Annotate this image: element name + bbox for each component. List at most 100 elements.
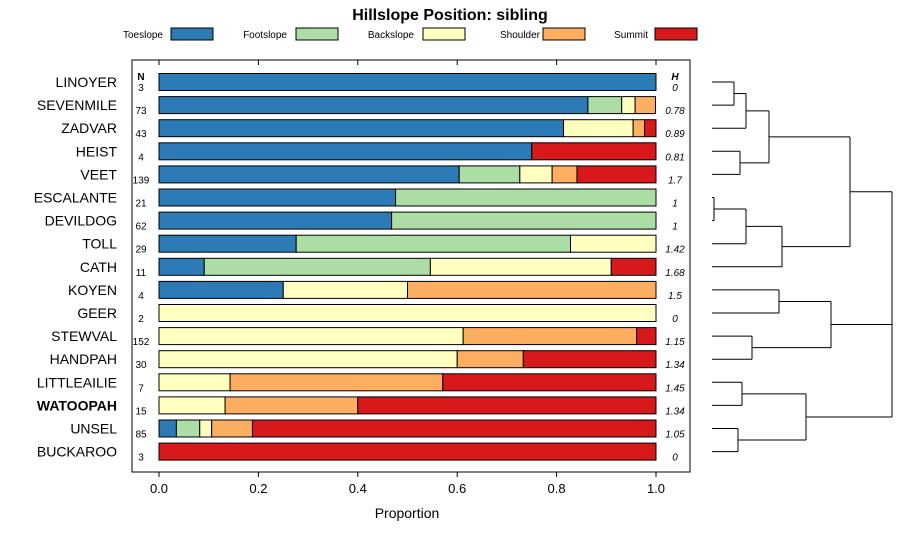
n-value: 29 bbox=[135, 245, 147, 256]
row-label-zadvar: ZADVAR bbox=[61, 120, 117, 136]
x-tick-label: 0.4 bbox=[349, 481, 367, 496]
bar-segment-shoulder bbox=[632, 119, 646, 138]
row-label-buckaroo: BUCKAROO bbox=[37, 444, 117, 460]
n-value: 85 bbox=[135, 430, 147, 441]
row-label-heist: HEIST bbox=[76, 143, 118, 159]
bar-segment-shoulder bbox=[456, 350, 524, 369]
h-value: 1.45 bbox=[665, 383, 685, 394]
row-label-veet: VEET bbox=[80, 166, 117, 182]
bar-row-littleailie bbox=[158, 373, 657, 392]
row-label-escalante: ESCALANTE bbox=[34, 190, 117, 206]
bar-segment-footslope bbox=[203, 257, 431, 276]
h-value: 1.5 bbox=[668, 291, 682, 302]
h-value: 1.7 bbox=[668, 175, 682, 186]
h-value: 0 bbox=[672, 83, 678, 94]
bar-row-zadvar bbox=[158, 119, 657, 138]
bar-series bbox=[158, 73, 657, 461]
bar-segment-summit bbox=[531, 142, 657, 161]
x-tick-label: 0.0 bbox=[150, 481, 168, 496]
n-value: 152 bbox=[133, 337, 150, 348]
bar-segment-shoulder bbox=[407, 280, 657, 299]
x-axis-title: Proportion bbox=[375, 505, 440, 521]
bar-segment-backslope bbox=[429, 257, 612, 276]
row-label-stewval: STEWVAL bbox=[51, 328, 117, 344]
bar-row-heist bbox=[158, 142, 657, 161]
h-value: 1.34 bbox=[665, 360, 685, 371]
bar-row-sevenmile bbox=[158, 96, 657, 115]
n-value: 7 bbox=[138, 383, 144, 394]
bar-row-handpah bbox=[158, 350, 657, 369]
h-value: 0.78 bbox=[665, 106, 685, 117]
n-value: 3 bbox=[138, 453, 144, 464]
h-header: H bbox=[671, 72, 679, 83]
row-label-sevenmile: SEVENMILE bbox=[37, 97, 117, 113]
bar-segment-footslope bbox=[395, 188, 657, 207]
bar-segment-backslope bbox=[158, 304, 657, 322]
bar-segment-backslope bbox=[158, 396, 226, 415]
bar-segment-summit bbox=[251, 419, 657, 438]
legend-label-shoulder: Shoulder bbox=[500, 30, 541, 41]
legend-label-footslope: Footslope bbox=[243, 30, 287, 41]
bar-segment-summit bbox=[442, 373, 657, 392]
legend: Toeslope Footslope Backslope Shoulder Summit bbox=[123, 27, 698, 41]
n-header: N bbox=[137, 72, 144, 83]
row-label-geer: GEER bbox=[77, 305, 117, 321]
bar-segment-toeslope bbox=[158, 119, 565, 138]
bar-segment-toeslope bbox=[158, 188, 397, 207]
row-label-watoopah: WATOOPAH bbox=[37, 397, 117, 413]
bar-segment-summit bbox=[522, 350, 657, 369]
n-value: 62 bbox=[135, 222, 147, 233]
bar-segment-summit bbox=[158, 442, 657, 461]
n-value: 139 bbox=[133, 175, 150, 186]
bar-segment-toeslope bbox=[158, 419, 177, 438]
n-value: 21 bbox=[135, 199, 147, 210]
h-value: 1 bbox=[672, 199, 678, 210]
bar-segment-shoulder bbox=[229, 373, 444, 392]
bar-row-cath bbox=[158, 257, 657, 276]
bar-segment-shoulder bbox=[224, 396, 359, 415]
bar-segment-backslope bbox=[158, 350, 458, 369]
bar-segment-footslope bbox=[458, 165, 521, 184]
x-tick-label: 1.0 bbox=[647, 481, 665, 496]
row-label-unsel: UNSEL bbox=[70, 421, 117, 437]
bar-segment-toeslope bbox=[158, 211, 393, 230]
h-value: 0.81 bbox=[665, 152, 684, 163]
n-value: 30 bbox=[135, 360, 147, 371]
legend-label-summit: Summit bbox=[614, 30, 648, 41]
n-value: 43 bbox=[135, 129, 147, 140]
bar-segment-shoulder bbox=[634, 96, 657, 115]
bar-segment-backslope bbox=[570, 234, 657, 253]
h-value: 1.68 bbox=[665, 268, 685, 279]
bar-segment-backslope bbox=[158, 327, 464, 346]
bar-row-unsel bbox=[158, 419, 657, 438]
bar-row-veet bbox=[158, 165, 657, 184]
bar-segment-backslope bbox=[563, 119, 634, 138]
bar-row-koyen bbox=[158, 280, 657, 299]
legend-swatch-backslope bbox=[422, 27, 466, 41]
h-value: 0 bbox=[672, 314, 678, 325]
bar-segment-summit bbox=[357, 396, 657, 415]
bar-segment-footslope bbox=[587, 96, 623, 115]
bar-segment-toeslope bbox=[158, 257, 205, 276]
legend-label-backslope: Backslope bbox=[368, 30, 415, 41]
bar-row-linoyer bbox=[158, 73, 657, 91]
bar-row-geer bbox=[158, 304, 657, 322]
n-value: 4 bbox=[138, 291, 144, 302]
bar-segment-footslope bbox=[391, 211, 657, 230]
bar-segment-toeslope bbox=[158, 165, 460, 184]
h-value: 0.89 bbox=[665, 129, 685, 140]
bar-segment-footslope bbox=[295, 234, 572, 253]
row-label-linoyer: LINOYER bbox=[56, 74, 117, 90]
h-value: 1 bbox=[672, 222, 678, 233]
row-label-koyen: KOYEN bbox=[68, 282, 117, 298]
chart-title: Hillslope Position: sibling bbox=[352, 7, 548, 24]
row-labels: N H LINOYER 3 0 SEVENMILE 7 3 0.78 ZADVAR 43 0.89 HE… bbox=[34, 72, 685, 464]
dendrogram bbox=[712, 81, 893, 453]
bar-segment-footslope bbox=[175, 419, 201, 438]
x-tick-label: 0.6 bbox=[448, 481, 466, 496]
row-label-handpah: HANDPAH bbox=[50, 351, 117, 367]
n-value: 4 bbox=[138, 152, 144, 163]
bar-segment-toeslope bbox=[158, 234, 297, 253]
bar-segment-backslope bbox=[621, 96, 636, 115]
h-value: 1.42 bbox=[665, 245, 685, 256]
